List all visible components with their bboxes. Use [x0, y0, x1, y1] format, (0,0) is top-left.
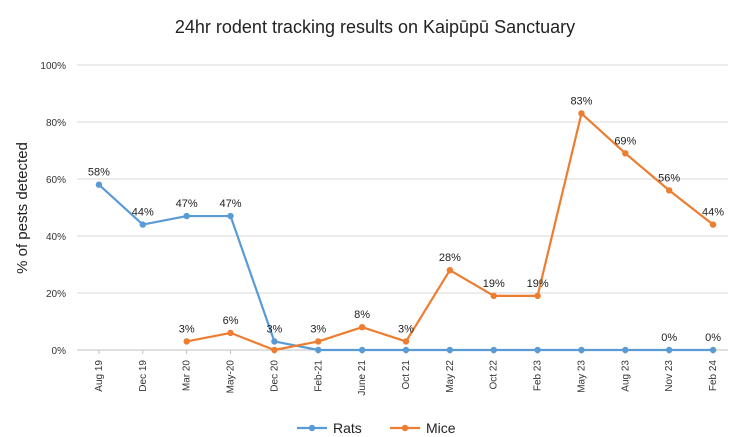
mice-data-point	[709, 221, 717, 228]
rats-data-label: 0%	[661, 332, 677, 344]
mice-data-point	[227, 329, 234, 337]
mice-data-label: 69%	[614, 135, 636, 147]
x-tick-label: Feb-21	[313, 360, 324, 392]
data-labels: 58% 44% 47% 47% 3% 0% 0% 3% 6% 3% 8% 3% 28% 19% 19% 83%…	[88, 95, 724, 344]
mice-data-point	[315, 338, 322, 345]
legend: Rats Mice	[297, 420, 456, 436]
rats-data-point	[315, 346, 322, 354]
mice-data-label: 6%	[223, 315, 239, 327]
rats-data-point	[446, 346, 454, 354]
series-layer	[95, 110, 717, 354]
x-axis-ticks: Aug 19 Dec 19 Mar 20 May-20 Dec 20 Feb-21 June…	[94, 350, 719, 396]
rats-data-point	[358, 346, 366, 354]
x-tick-label: May 22	[445, 360, 456, 393]
mice-data-point	[490, 292, 497, 300]
x-tick-label: Aug 23	[620, 360, 631, 392]
rats-data-point	[139, 221, 146, 228]
mice-data-label: 3%	[398, 323, 414, 335]
x-tick-label: Aug 19	[94, 360, 105, 392]
y-axis-label: % of pests detected	[14, 142, 31, 274]
rats-data-point	[402, 346, 410, 354]
mice-data-point	[622, 150, 629, 157]
x-tick-label: Feb 24	[708, 360, 719, 392]
y-axis-ticks: 0% 20% 40% 60% 80% 100%	[40, 61, 66, 357]
mice-data-point	[271, 346, 278, 354]
mice-data-point	[358, 324, 366, 331]
x-tick-label: May-20	[226, 360, 237, 394]
y-tick-label: 60%	[46, 175, 66, 186]
chart-title: 24hr rodent tracking results on Kaipūpū …	[175, 17, 575, 37]
rats-data-point	[622, 346, 629, 354]
x-tick-label: Oct 22	[489, 360, 500, 390]
rats-data-label: 47%	[176, 198, 198, 210]
y-tick-label: 20%	[46, 289, 66, 300]
rats-data-point	[183, 212, 190, 220]
x-tick-label: Oct 21	[401, 360, 412, 390]
x-tick-label: Mar 20	[182, 360, 193, 392]
rats-data-point	[666, 346, 673, 354]
y-tick-label: 0%	[52, 346, 67, 357]
mice-data-label: 44%	[702, 207, 724, 219]
x-tick-label: Nov 23	[664, 360, 675, 392]
mice-data-label: 3%	[310, 323, 326, 335]
mice-legend-label: Mice	[426, 420, 456, 436]
y-tick-label: 40%	[46, 232, 66, 243]
mice-data-point	[534, 292, 541, 300]
mice-data-point	[578, 110, 585, 117]
rats-data-label: 47%	[220, 198, 242, 210]
rats-data-point	[534, 346, 541, 354]
x-tick-label: Dec 19	[138, 360, 149, 392]
mice-data-label: 19%	[527, 278, 549, 290]
rats-data-label: 58%	[88, 167, 110, 179]
rats-data-label: 3%	[266, 323, 282, 335]
rats-legend-marker	[308, 424, 316, 432]
gridlines	[77, 64, 728, 351]
rats-data-point	[490, 346, 497, 354]
y-tick-label: 100%	[40, 61, 66, 72]
rats-data-point	[578, 346, 585, 354]
mice-data-label: 3%	[179, 323, 195, 335]
mice-data-point	[402, 338, 410, 345]
rats-data-point	[709, 346, 717, 354]
rats-data-point	[227, 212, 234, 220]
mice-data-label: 83%	[570, 95, 592, 107]
x-tick-label: June 21	[357, 360, 368, 396]
mice-data-label: 19%	[483, 278, 505, 290]
rats-legend-label: Rats	[333, 420, 362, 436]
mice-data-point	[446, 267, 454, 274]
rats-data-label: 44%	[132, 207, 154, 219]
rats-data-label: 0%	[705, 332, 721, 344]
mice-data-point	[183, 338, 190, 345]
mice-data-point	[666, 187, 673, 194]
x-tick-label: May 23	[576, 360, 587, 393]
mice-legend-marker	[401, 424, 409, 432]
mice-data-label: 56%	[658, 172, 680, 184]
mice-data-label: 28%	[439, 252, 461, 264]
rats-data-point	[271, 338, 278, 345]
x-tick-label: Dec 20	[269, 360, 280, 392]
mice-data-label: 8%	[354, 309, 370, 321]
x-tick-label: Feb 23	[533, 360, 544, 392]
rats-data-point	[95, 181, 103, 188]
y-tick-label: 80%	[46, 118, 66, 129]
